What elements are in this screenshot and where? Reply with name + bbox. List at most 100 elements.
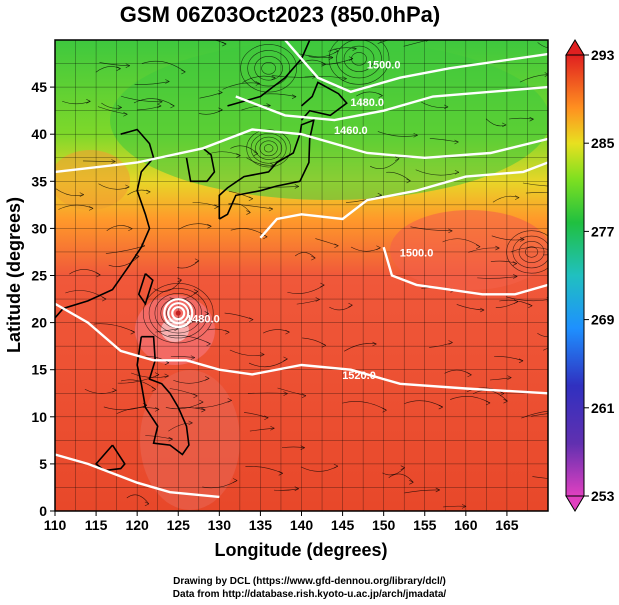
streamline-arrow: [79, 192, 84, 197]
streamline-arrow: [333, 463, 339, 469]
contour-line: [382, 246, 548, 296]
streamline: [328, 40, 390, 85]
streamline: [321, 58, 354, 66]
streamline: [108, 256, 140, 267]
streamline-arrow: [561, 184, 565, 188]
coastline: [227, 40, 311, 107]
streamline-arrow: [454, 139, 459, 145]
x-tick-label: 120: [125, 517, 149, 533]
streamline-arrow: [348, 56, 354, 61]
colorbar: 293 285 277 269 261 253: [565, 39, 615, 512]
y-tick-label: 5: [39, 456, 47, 472]
streamline-arrow: [168, 31, 172, 35]
streamline-arrow: [170, 103, 175, 109]
contour-ring: [163, 298, 194, 329]
streamline-arrow: [165, 79, 170, 84]
streamline: [510, 247, 548, 253]
streamline: [178, 223, 212, 230]
streamline-arrow: [548, 249, 552, 253]
colorbar-tick-label: 253: [591, 488, 615, 504]
streamline: [247, 50, 290, 87]
streamline: [178, 407, 206, 411]
streamline: [250, 133, 287, 164]
streamline: [537, 42, 548, 48]
streamline: [241, 105, 271, 111]
streamline-arrow: [218, 90, 223, 95]
contour-ring: [171, 306, 186, 321]
streamline: [246, 129, 291, 168]
temperature-field: 1500.0 1480.0 1460.0 1500.0 1520.0 1480.0: [55, 31, 565, 511]
streamline: [505, 296, 548, 302]
streamline: [82, 160, 116, 162]
x-tick-label: 115: [85, 517, 108, 533]
streamline-arrow: [278, 471, 283, 476]
streamline: [244, 412, 269, 419]
streamline: [134, 81, 170, 85]
streamline-arrow: [435, 487, 440, 493]
coastline: [185, 147, 216, 183]
streamline-arrow: [311, 255, 316, 261]
streamline: [468, 247, 500, 253]
streamline: [415, 169, 460, 176]
x-tick-label: 165: [495, 517, 519, 533]
streamline-arrow: [334, 243, 339, 249]
coastlines: [55, 40, 348, 472]
streamline-arrow: [207, 224, 212, 229]
streamline-arrow: [372, 341, 377, 347]
x-axis-ticks: 110 115 120 125 130 135 140 145 150 155 160 165: [44, 511, 519, 533]
x-tick-label: 110: [44, 517, 67, 533]
streamline-arrow: [130, 329, 135, 335]
streamline-arrow: [199, 399, 204, 405]
streamline-arrow: [125, 63, 130, 68]
streamline: [255, 136, 283, 160]
streamline: [421, 101, 449, 108]
streamline: [485, 118, 507, 127]
contour-label: 1480.0: [350, 97, 384, 109]
streamline-arrow: [342, 76, 347, 81]
streamline: [281, 446, 305, 449]
streamline-arrow: [553, 191, 557, 195]
contour-line: [284, 40, 548, 94]
streamline: [525, 192, 548, 194]
streamline: [491, 235, 525, 241]
y-tick-label: 10: [31, 409, 47, 425]
contour-label: 1500.0: [400, 248, 434, 260]
streamline: [522, 182, 548, 187]
streamline: [230, 145, 258, 154]
streamline-arrow: [283, 356, 288, 362]
streamline-arrow: [112, 387, 117, 393]
streamline-arrow: [294, 184, 299, 189]
contour-line: [55, 302, 548, 395]
streamline-arrow: [461, 504, 467, 509]
streamline-arrow: [467, 372, 472, 378]
streamline: [249, 427, 275, 432]
streamline-arrow: [146, 189, 151, 195]
streamline-arrow: [320, 282, 325, 288]
streamline-arrow: [448, 340, 453, 345]
streamline: [404, 489, 440, 494]
streamline: [410, 226, 453, 232]
streamline: [377, 131, 418, 137]
streamline-arrow: [255, 81, 260, 86]
x-tick-label: 160: [454, 517, 478, 533]
streamline: [155, 328, 179, 333]
height-contours: 1500.0 1480.0 1460.0 1500.0 1520.0 1480.0: [55, 40, 548, 499]
streamline: [199, 92, 223, 99]
streamline-arrow: [260, 352, 265, 357]
streamline: [121, 95, 163, 103]
streamline-arrow: [514, 195, 520, 200]
contour-line: [259, 161, 548, 239]
streamline-arrow: [193, 393, 198, 399]
streamline: [382, 467, 405, 476]
streamline-arrow: [111, 159, 116, 164]
coastline: [137, 273, 154, 306]
streamline-arrow: [376, 245, 381, 251]
streamline-arrow: [190, 355, 195, 360]
streamline: [304, 76, 347, 79]
streamline-arrow: [233, 478, 238, 483]
streamline-arrow: [154, 372, 160, 377]
streamline: [240, 44, 297, 93]
contour-label: 1480.0: [186, 314, 220, 326]
streamline-arrow: [204, 311, 209, 316]
